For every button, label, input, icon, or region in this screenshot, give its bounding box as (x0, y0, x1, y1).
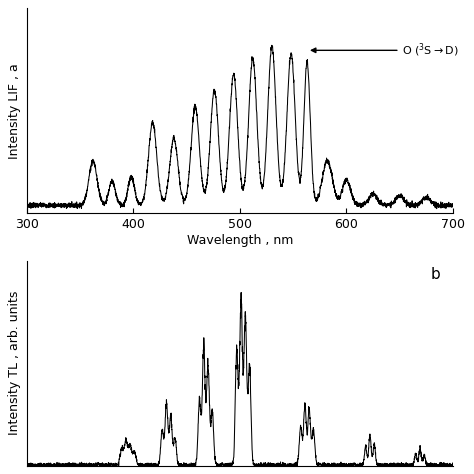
Y-axis label: Intensity TL , arb. units: Intensity TL , arb. units (9, 291, 21, 436)
Text: O ($^3$S$\to$D): O ($^3$S$\to$D) (402, 42, 459, 59)
X-axis label: Wavelength , nm: Wavelength , nm (187, 234, 293, 247)
Y-axis label: Intensity LIF , a: Intensity LIF , a (9, 63, 21, 159)
Text: b: b (430, 267, 440, 282)
